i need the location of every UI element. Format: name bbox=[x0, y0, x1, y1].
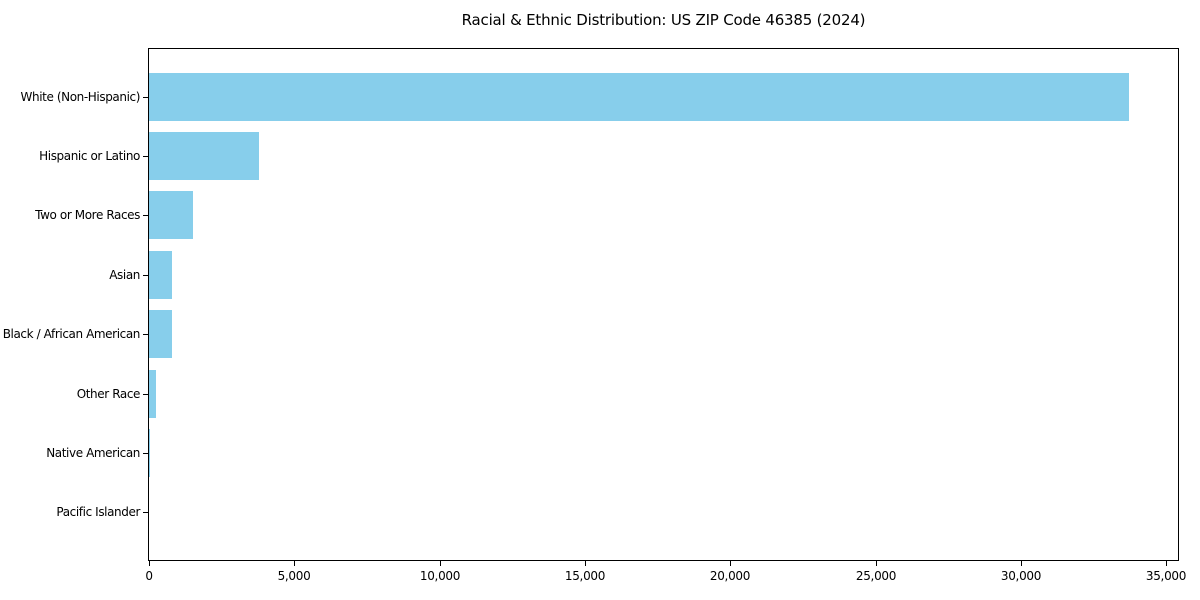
y-tick-label: Pacific Islander bbox=[56, 505, 140, 519]
y-tick-label: White (Non-Hispanic) bbox=[20, 90, 141, 104]
x-tick-mark bbox=[585, 561, 586, 566]
y-tick-label: Two or More Races bbox=[35, 208, 140, 222]
y-tick-mark bbox=[143, 512, 148, 513]
y-tick-mark bbox=[143, 97, 148, 98]
bar bbox=[149, 428, 150, 477]
x-tick-label: 5,000 bbox=[277, 569, 311, 583]
y-tick-label: Black / African American bbox=[2, 327, 141, 341]
x-tick-mark bbox=[294, 561, 295, 566]
y-tick-mark bbox=[143, 453, 148, 454]
x-tick-label: 30,000 bbox=[1000, 569, 1042, 583]
bar bbox=[149, 132, 259, 181]
x-tick-mark bbox=[149, 561, 150, 566]
x-tick-mark bbox=[1021, 561, 1022, 566]
x-tick-mark bbox=[876, 561, 877, 566]
x-tick-label: 0 bbox=[145, 569, 153, 583]
x-tick-mark bbox=[440, 561, 441, 566]
x-tick-label: 15,000 bbox=[564, 569, 606, 583]
bar bbox=[149, 250, 172, 299]
y-tick-label: Other Race bbox=[76, 387, 141, 401]
x-tick-label: 20,000 bbox=[709, 569, 751, 583]
y-tick-label: Native American bbox=[46, 446, 140, 460]
bar bbox=[149, 369, 156, 418]
bar bbox=[149, 191, 193, 240]
y-tick-mark bbox=[143, 156, 148, 157]
y-tick-mark bbox=[143, 334, 148, 335]
x-tick-mark bbox=[730, 561, 731, 566]
bar bbox=[149, 72, 1129, 121]
bar bbox=[149, 310, 172, 359]
y-tick-mark bbox=[143, 394, 148, 395]
chart-title: Racial & Ethnic Distribution: US ZIP Cod… bbox=[461, 11, 866, 29]
plot-area bbox=[148, 48, 1179, 561]
x-tick-label: 35,000 bbox=[1145, 569, 1187, 583]
y-tick-label: Asian bbox=[109, 268, 140, 282]
y-tick-mark bbox=[143, 215, 148, 216]
x-tick-label: 10,000 bbox=[419, 569, 461, 583]
y-tick-mark bbox=[143, 275, 148, 276]
x-tick-label: 25,000 bbox=[855, 569, 897, 583]
x-tick-mark bbox=[1166, 561, 1167, 566]
y-tick-label: Hispanic or Latino bbox=[39, 149, 140, 163]
